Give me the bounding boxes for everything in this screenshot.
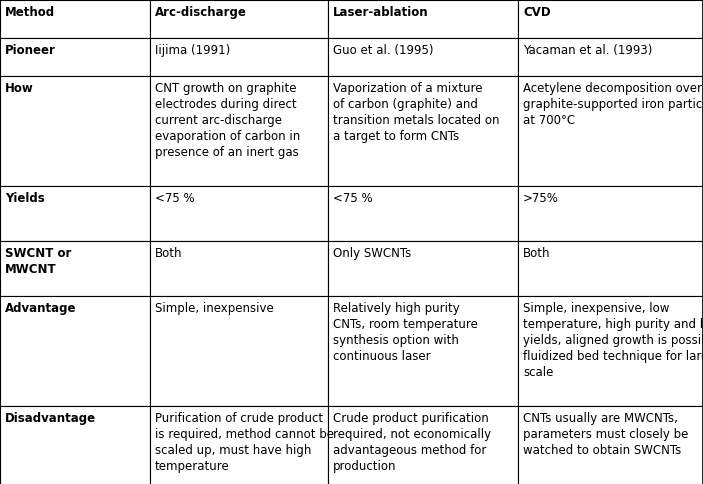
Bar [328, 76, 518, 186]
Text: Both: Both [155, 247, 183, 260]
Text: Guo et al. (1995): Guo et al. (1995) [333, 44, 434, 57]
Bar [328, 186, 518, 241]
Bar [0, 296, 150, 406]
Bar [150, 76, 328, 186]
Bar [0, 38, 150, 76]
Text: How: How [5, 82, 34, 95]
Text: >75%: >75% [523, 192, 559, 205]
Text: Vaporization of a mixture
of carbon (graphite) and
transition metals located on
: Vaporization of a mixture of carbon (gra… [333, 82, 500, 143]
Bar [518, 241, 703, 296]
Text: Advantage: Advantage [5, 302, 77, 315]
Bar [518, 406, 703, 484]
Text: Simple, inexpensive, low
temperature, high purity and high
yields, aligned growt: Simple, inexpensive, low temperature, hi… [523, 302, 703, 379]
Bar [150, 0, 328, 38]
Text: CVD: CVD [523, 6, 550, 19]
Bar [150, 296, 328, 406]
Text: CNTs usually are MWCNTs,
parameters must closely be
watched to obtain SWCNTs: CNTs usually are MWCNTs, parameters must… [523, 412, 688, 457]
Bar [328, 38, 518, 76]
Bar [150, 241, 328, 296]
Text: Purification of crude product
is required, method cannot be
scaled up, must have: Purification of crude product is require… [155, 412, 334, 473]
Text: Method: Method [5, 6, 55, 19]
Bar [518, 76, 703, 186]
Text: Yacaman et al. (1993): Yacaman et al. (1993) [523, 44, 652, 57]
Bar [328, 0, 518, 38]
Text: <75 %: <75 % [333, 192, 373, 205]
Bar [150, 38, 328, 76]
Bar [518, 38, 703, 76]
Bar [518, 186, 703, 241]
Bar [328, 241, 518, 296]
Text: Relatively high purity
CNTs, room temperature
synthesis option with
continuous l: Relatively high purity CNTs, room temper… [333, 302, 478, 363]
Bar [0, 406, 150, 484]
Bar [0, 186, 150, 241]
Bar [0, 241, 150, 296]
Text: Laser-ablation: Laser-ablation [333, 6, 429, 19]
Text: Iijima (1991): Iijima (1991) [155, 44, 231, 57]
Text: Yields: Yields [5, 192, 45, 205]
Text: Pioneer: Pioneer [5, 44, 56, 57]
Text: Arc-discharge: Arc-discharge [155, 6, 247, 19]
Text: SWCNT or
MWCNT: SWCNT or MWCNT [5, 247, 72, 276]
Text: CNT growth on graphite
electrodes during direct
current arc-discharge
evaporatio: CNT growth on graphite electrodes during… [155, 82, 300, 159]
Bar [518, 0, 703, 38]
Text: Only SWCNTs: Only SWCNTs [333, 247, 411, 260]
Bar [150, 406, 328, 484]
Text: Both: Both [523, 247, 550, 260]
Text: Acetylene decomposition over
graphite-supported iron particles
at 700°C: Acetylene decomposition over graphite-su… [523, 82, 703, 127]
Text: Simple, inexpensive: Simple, inexpensive [155, 302, 273, 315]
Text: Disadvantage: Disadvantage [5, 412, 96, 425]
Bar [150, 186, 328, 241]
Bar [328, 296, 518, 406]
Text: Crude product purification
required, not economically
advantageous method for
pr: Crude product purification required, not… [333, 412, 491, 473]
Bar [0, 76, 150, 186]
Bar [518, 296, 703, 406]
Text: <75 %: <75 % [155, 192, 195, 205]
Bar [0, 0, 150, 38]
Bar [328, 406, 518, 484]
